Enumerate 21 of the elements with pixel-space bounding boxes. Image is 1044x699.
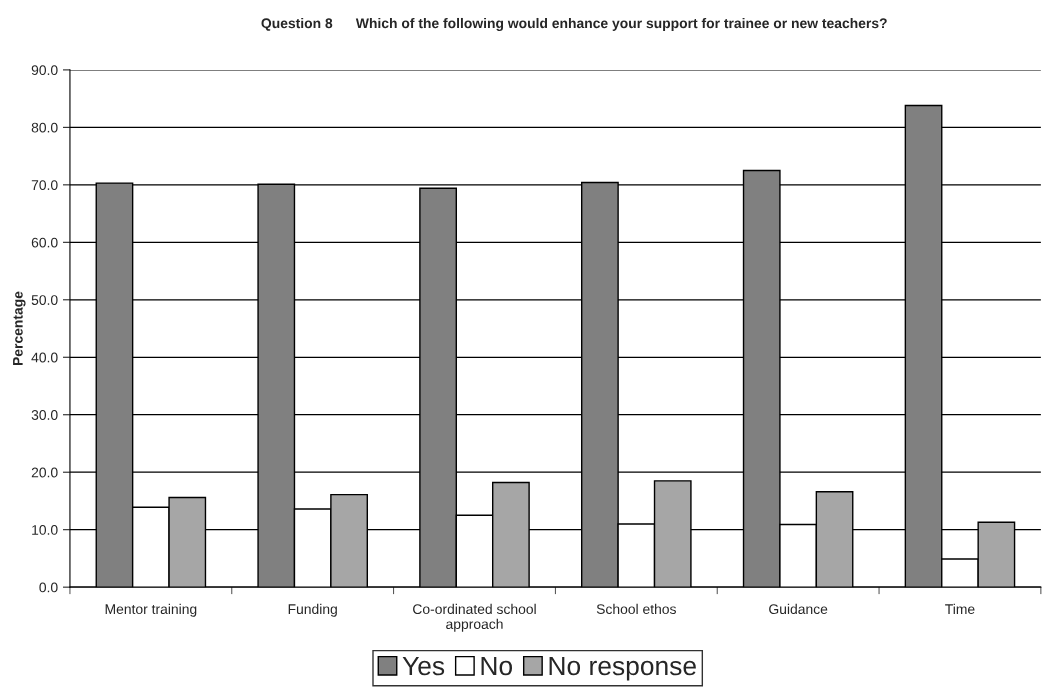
x-tick-label: School ethos (596, 603, 676, 615)
legend-label: No response (549, 656, 696, 681)
chart-title: Question 8 Which of the following would enhance your support for trainee or new teachers? (261, 17, 887, 31)
y-tick-label: 20.0 (31, 467, 58, 478)
y-tick-label: 80.0 (31, 122, 58, 133)
y-tick-label: 50.0 (31, 295, 58, 305)
x-tick-label: Co-ordinated school approach (413, 603, 536, 632)
legend-label: Yes (402, 656, 445, 676)
y-tick-label: 60.0 (31, 237, 58, 248)
x-tick-label: Guidance (769, 603, 828, 615)
y-tick-label: 90.0 (31, 65, 58, 76)
y-tick-label: 10.0 (32, 525, 58, 535)
x-tick-label: Mentor training (105, 603, 197, 617)
y-axis-title: Percentage (13, 291, 26, 366)
legend-label: No (481, 656, 513, 676)
y-tick-label: 40.0 (31, 352, 58, 363)
y-tick-label: 0.0 (39, 582, 58, 593)
x-tick-label: Time (945, 603, 975, 615)
y-tick-label: 30.0 (31, 410, 58, 420)
y-tick-label: 70.0 (31, 180, 58, 191)
x-tick-label: Funding (288, 603, 337, 617)
